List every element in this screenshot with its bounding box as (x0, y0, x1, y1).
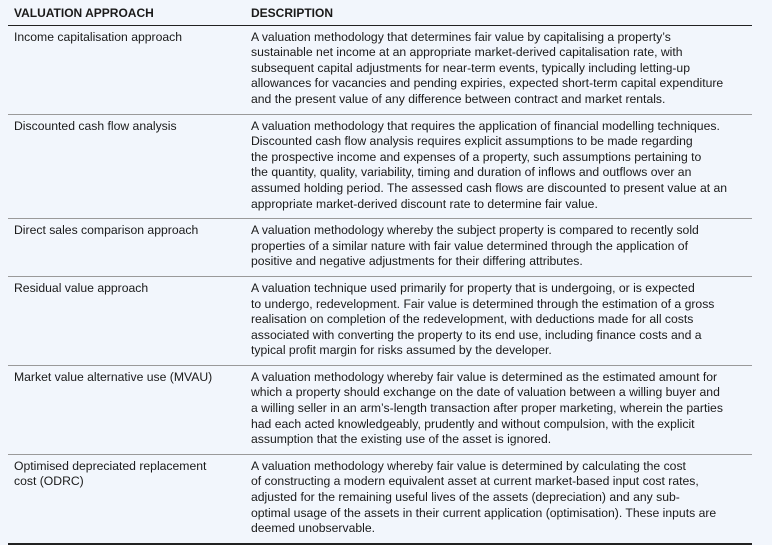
description-cell: A valuation technique used primarily for… (245, 276, 752, 366)
header-row: VALUATION APPROACH DESCRIPTION (8, 4, 752, 26)
description-cell: A valuation methodology whereby fair val… (245, 454, 752, 545)
approach-cell: Direct sales comparison approach (8, 218, 245, 277)
approach-cell: Market value alternative use (MVAU) (8, 365, 245, 455)
description-cell: A valuation methodology that requires th… (245, 114, 752, 220)
approach-cell: Income capitalisation approach (8, 25, 245, 115)
approach-cell: Optimised depreciated replacement cost (… (8, 454, 245, 545)
description-cell: A valuation methodology whereby fair val… (245, 365, 752, 455)
table-row: Discounted cash flow analysis A valuatio… (8, 114, 752, 220)
table-row: Residual value approach A valuation tech… (8, 276, 752, 366)
description-cell: A valuation methodology whereby the subj… (245, 218, 752, 277)
description-cell: A valuation methodology that determines … (245, 25, 752, 115)
header-description: DESCRIPTION (245, 4, 752, 26)
table-row: Direct sales comparison approach A valua… (8, 218, 752, 277)
valuation-approach-table: VALUATION APPROACH DESCRIPTION Income ca… (8, 4, 752, 545)
approach-cell: Discounted cash flow analysis (8, 114, 245, 220)
table-row: Income capitalisation approach A valuati… (8, 25, 752, 115)
table-row: Optimised depreciated replacement cost (… (8, 454, 752, 545)
header-valuation-approach: VALUATION APPROACH (8, 4, 245, 26)
approach-cell: Residual value approach (8, 276, 245, 366)
table-row: Market value alternative use (MVAU) A va… (8, 365, 752, 455)
